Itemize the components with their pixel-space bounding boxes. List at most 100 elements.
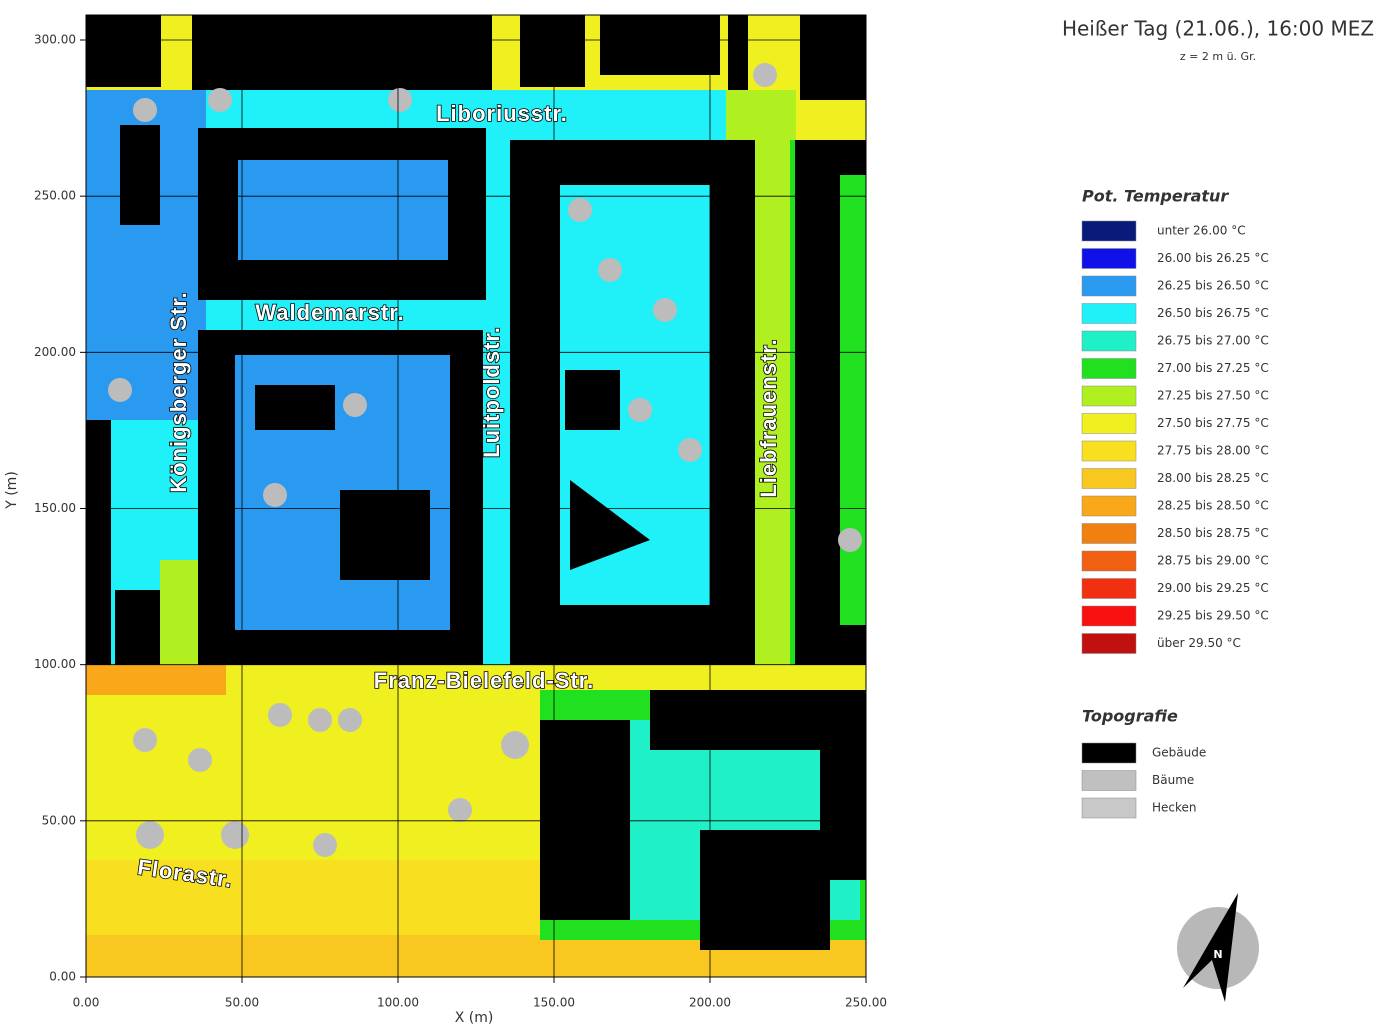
building — [650, 690, 866, 750]
legend-label: Gebäude — [1152, 746, 1206, 760]
street-label: Luitpoldstr. — [479, 326, 504, 458]
legend-label: 28.00 bis 28.25 °C — [1157, 471, 1269, 485]
building — [86, 420, 111, 665]
legend-swatch — [1081, 605, 1137, 627]
tree — [628, 398, 652, 422]
x-tick-label: 0.00 — [73, 996, 100, 1010]
buildings — [86, 15, 866, 950]
building — [540, 720, 630, 920]
legend-title: Pot. Temperatur — [1082, 187, 1229, 206]
tree — [208, 88, 232, 112]
tree — [598, 258, 622, 282]
legend-swatch — [1081, 578, 1137, 599]
legend-label: 29.25 bis 29.50 °C — [1157, 609, 1269, 623]
x-tick-label: 200.00 — [689, 996, 731, 1010]
courtyard — [238, 160, 448, 260]
compass: N — [1177, 893, 1259, 1002]
legend-label: 27.75 bis 28.00 °C — [1157, 444, 1269, 458]
compass-label: N — [1213, 948, 1222, 961]
y-tick-label: 0.00 — [49, 970, 76, 984]
legend-label: 26.50 bis 26.75 °C — [1157, 306, 1269, 320]
tree — [263, 483, 287, 507]
legend-swatch — [1081, 385, 1137, 407]
tree — [501, 731, 529, 759]
legend-swatch — [1081, 303, 1137, 324]
building — [820, 750, 866, 880]
tree — [388, 88, 412, 112]
tree — [838, 528, 862, 552]
legend-label: 28.75 bis 29.00 °C — [1157, 554, 1269, 568]
tree — [188, 748, 212, 772]
building — [255, 385, 335, 430]
street-label: Franz-Bielefeld-Str. — [374, 668, 594, 693]
street-label: Liboriusstr. — [436, 101, 568, 126]
tree — [268, 703, 292, 727]
title: Heißer Tag (21.06.), 16:00 MEZ — [1062, 17, 1374, 41]
y-tick-label: 300.00 — [34, 33, 76, 47]
legend-swatch — [1081, 220, 1137, 242]
y-tick-label: 150.00 — [34, 501, 76, 515]
legend-label: 27.25 bis 27.50 °C — [1157, 389, 1269, 403]
topography-title: Topografie — [1082, 707, 1178, 726]
axes — [80, 14, 867, 983]
legend-label: über 29.50 °C — [1157, 636, 1241, 650]
legend-swatch — [1081, 358, 1137, 379]
legend-label: 26.25 bis 26.50 °C — [1157, 279, 1269, 293]
legend-swatch — [1081, 275, 1137, 297]
legend-swatch — [1081, 468, 1137, 489]
y-tick-label: 250.00 — [34, 189, 76, 203]
legend-label: 26.00 bis 26.25 °C — [1157, 251, 1269, 265]
trees — [108, 63, 862, 857]
building — [700, 830, 830, 950]
legend-swatch — [1081, 440, 1137, 462]
legend-swatch — [1081, 330, 1137, 352]
building — [600, 15, 720, 75]
building — [570, 480, 650, 570]
legend-label: 29.00 bis 29.25 °C — [1157, 581, 1269, 595]
street-label: Königsberger Str. — [166, 291, 191, 493]
tree — [448, 798, 472, 822]
legend-swatch — [1081, 550, 1137, 572]
compass-needle — [1183, 893, 1238, 1002]
legend-swatch — [1081, 633, 1137, 654]
tree — [338, 708, 362, 732]
y-tick-label: 100.00 — [34, 657, 76, 671]
subtitle: z = 2 m ü. Gr. — [1180, 50, 1256, 63]
field — [86, 665, 226, 695]
legend-swatch — [1081, 495, 1137, 517]
tree — [653, 298, 677, 322]
building — [86, 15, 161, 87]
x-tick-label: 50.00 — [225, 996, 259, 1010]
legend-swatch — [1081, 413, 1137, 434]
legend-label: 28.50 bis 28.75 °C — [1157, 526, 1269, 540]
x-tick-label: 250.00 — [845, 996, 887, 1010]
building — [520, 15, 585, 87]
tree — [308, 708, 332, 732]
x-axis-label: X (m) — [455, 1010, 494, 1026]
legend-label: 27.00 bis 27.25 °C — [1157, 361, 1269, 375]
field — [160, 560, 200, 665]
building — [115, 590, 160, 665]
legend-label: unter 26.00 °C — [1157, 224, 1246, 238]
tree — [343, 393, 367, 417]
tree — [133, 98, 157, 122]
tree — [133, 728, 157, 752]
legend-swatch — [1081, 797, 1137, 819]
legend-label: 26.75 bis 27.00 °C — [1157, 334, 1269, 348]
tree — [108, 378, 132, 402]
legend-label: Hecken — [1152, 801, 1197, 815]
y-axis-label: Y (m) — [4, 471, 20, 510]
x-tick-label: 150.00 — [533, 996, 575, 1010]
y-tick-label: 50.00 — [42, 813, 76, 827]
x-tick-label: 100.00 — [377, 996, 419, 1010]
tree — [753, 63, 777, 87]
tree — [221, 821, 249, 849]
legend-label: 28.25 bis 28.50 °C — [1157, 499, 1269, 513]
street-label: Waldemarstr. — [255, 300, 404, 325]
legend-swatch — [1081, 742, 1137, 764]
y-tick-label: 200.00 — [34, 345, 76, 359]
tree — [568, 198, 592, 222]
courtyard — [840, 175, 866, 625]
tree — [678, 438, 702, 462]
